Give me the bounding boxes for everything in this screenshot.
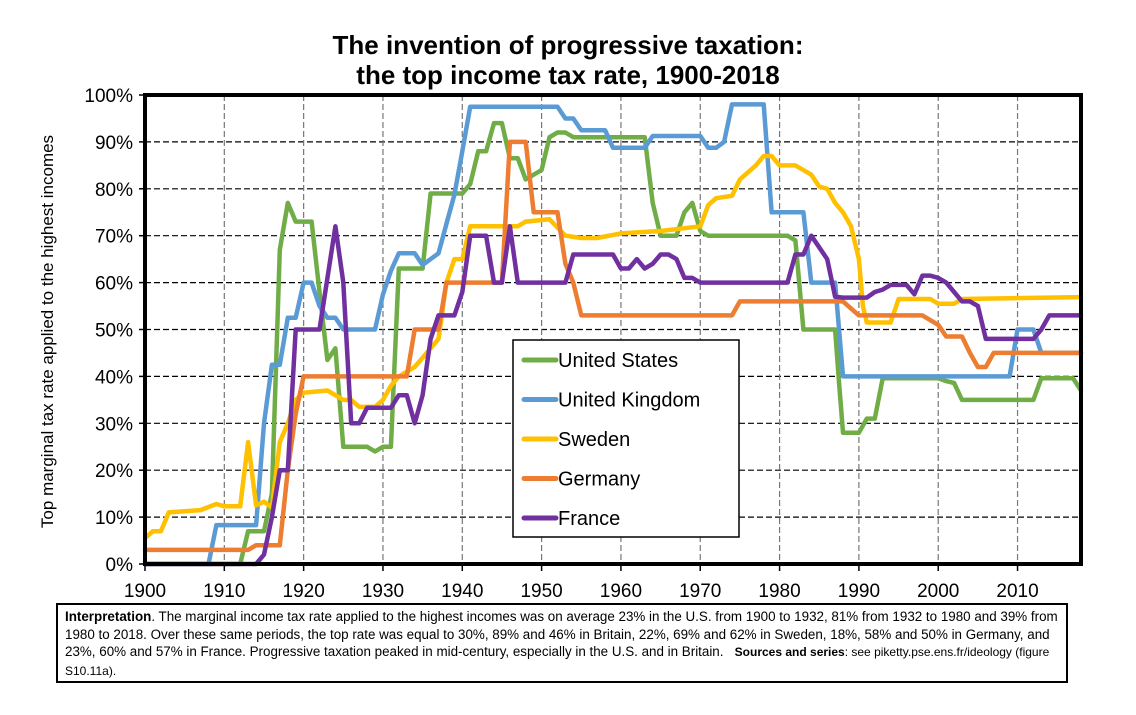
axis-ticks: 0% 10% 20% 30% 40% 50% 60% 70% 80% 90% 100% 1900 191… xyxy=(84,86,1038,600)
x-tick-label: 1960 xyxy=(600,581,642,600)
x-tick-label: 1950 xyxy=(520,581,562,600)
legend-label-germany: Germany xyxy=(558,469,640,491)
x-tick-label: 1910 xyxy=(203,581,245,600)
y-tick-label: 20% xyxy=(95,461,133,482)
series-line-united-states xyxy=(142,120,1084,567)
y-axis-label: Top marginal tax rate applied to the hig… xyxy=(38,135,57,528)
y-tick-label: 70% xyxy=(95,227,133,248)
x-tick-label: 1920 xyxy=(283,581,325,600)
x-tick-label: 2010 xyxy=(996,581,1038,600)
legend: United States United Kingdom Sweden Germany… xyxy=(512,339,740,538)
legend-label-france: France xyxy=(558,508,620,530)
y-tick-label: 0% xyxy=(106,555,134,576)
interpretation-box: Interpretation. The marginal income tax … xyxy=(56,603,1068,683)
x-tick-label: 1970 xyxy=(679,581,721,600)
line-chart: 0% 10% 20% 30% 40% 50% 60% 70% 80% 90% 100% 1900 191… xyxy=(38,86,1084,600)
y-tick-label: 30% xyxy=(95,414,133,435)
y-tick-label: 60% xyxy=(95,274,133,295)
interpretation-heading: Interpretation xyxy=(65,609,152,624)
x-tick-label: 1940 xyxy=(441,581,483,600)
series-line-germany xyxy=(142,139,1084,553)
y-tick-label: 100% xyxy=(84,86,133,107)
chart-title-line-1: The invention of progressive taxation: xyxy=(332,30,804,60)
legend-label-sweden: Sweden xyxy=(558,429,630,451)
x-tick-label: 1930 xyxy=(362,581,404,600)
y-tick-label: 90% xyxy=(95,133,133,154)
y-tick-label: 80% xyxy=(95,180,133,201)
chart-title-line-2: the top income tax rate, 1900-2018 xyxy=(356,60,780,90)
x-tick-label: 1900 xyxy=(124,581,166,600)
x-tick-label: 2000 xyxy=(917,581,959,600)
series-line-france xyxy=(142,224,1084,567)
series-layer xyxy=(142,102,1084,567)
series-line-united-kingdom xyxy=(142,102,1084,567)
y-tick-label: 50% xyxy=(95,321,133,342)
interpretation-body: . The marginal income tax rate applied t… xyxy=(65,609,1058,659)
y-tick-label: 10% xyxy=(95,508,133,529)
x-tick-label: 1990 xyxy=(838,581,880,600)
sources-text: : see piketty.pse.ens.fr/ideology (figur… xyxy=(65,645,1050,678)
legend-label-united-kingdom: United Kingdom xyxy=(558,390,700,412)
y-tick-label: 40% xyxy=(95,367,133,388)
sources-label: Sources and series xyxy=(734,645,845,659)
x-tick-label: 1980 xyxy=(758,581,800,600)
legend-label-united-states: United States xyxy=(558,350,678,372)
